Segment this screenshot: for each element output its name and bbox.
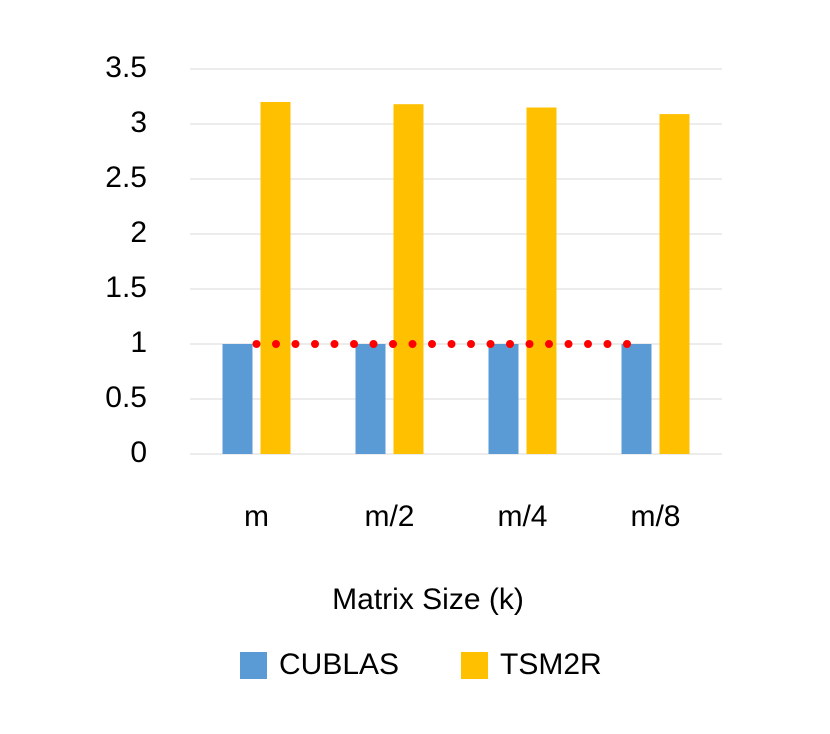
legend-swatch xyxy=(461,652,488,679)
bar xyxy=(621,344,652,454)
x-axis-title: Matrix Size (k) xyxy=(332,583,524,616)
bar xyxy=(355,344,386,454)
bar xyxy=(659,114,690,454)
y-tick-label: 1 xyxy=(130,326,147,359)
bar xyxy=(526,107,557,454)
bar xyxy=(222,344,253,454)
bar xyxy=(393,104,424,454)
x-tick-label: m/2 xyxy=(364,500,414,533)
bar xyxy=(488,344,519,454)
y-tick-label: 0.5 xyxy=(105,381,147,414)
legend-swatch xyxy=(240,652,267,679)
y-tick-label: 3 xyxy=(130,106,147,139)
y-tick-label: 2 xyxy=(130,216,147,249)
legend-label: CUBLAS xyxy=(279,648,399,681)
y-tick-label: 3.5 xyxy=(105,51,147,84)
bar xyxy=(260,102,291,454)
y-tick-label: 0 xyxy=(130,436,147,469)
x-tick-label: m/4 xyxy=(497,500,547,533)
y-tick-label: 2.5 xyxy=(105,161,147,194)
x-tick-label: m/8 xyxy=(630,500,680,533)
x-tick-label: m xyxy=(244,500,269,533)
legend-label: TSM2R xyxy=(500,648,602,681)
y-tick-label: 1.5 xyxy=(105,271,147,304)
